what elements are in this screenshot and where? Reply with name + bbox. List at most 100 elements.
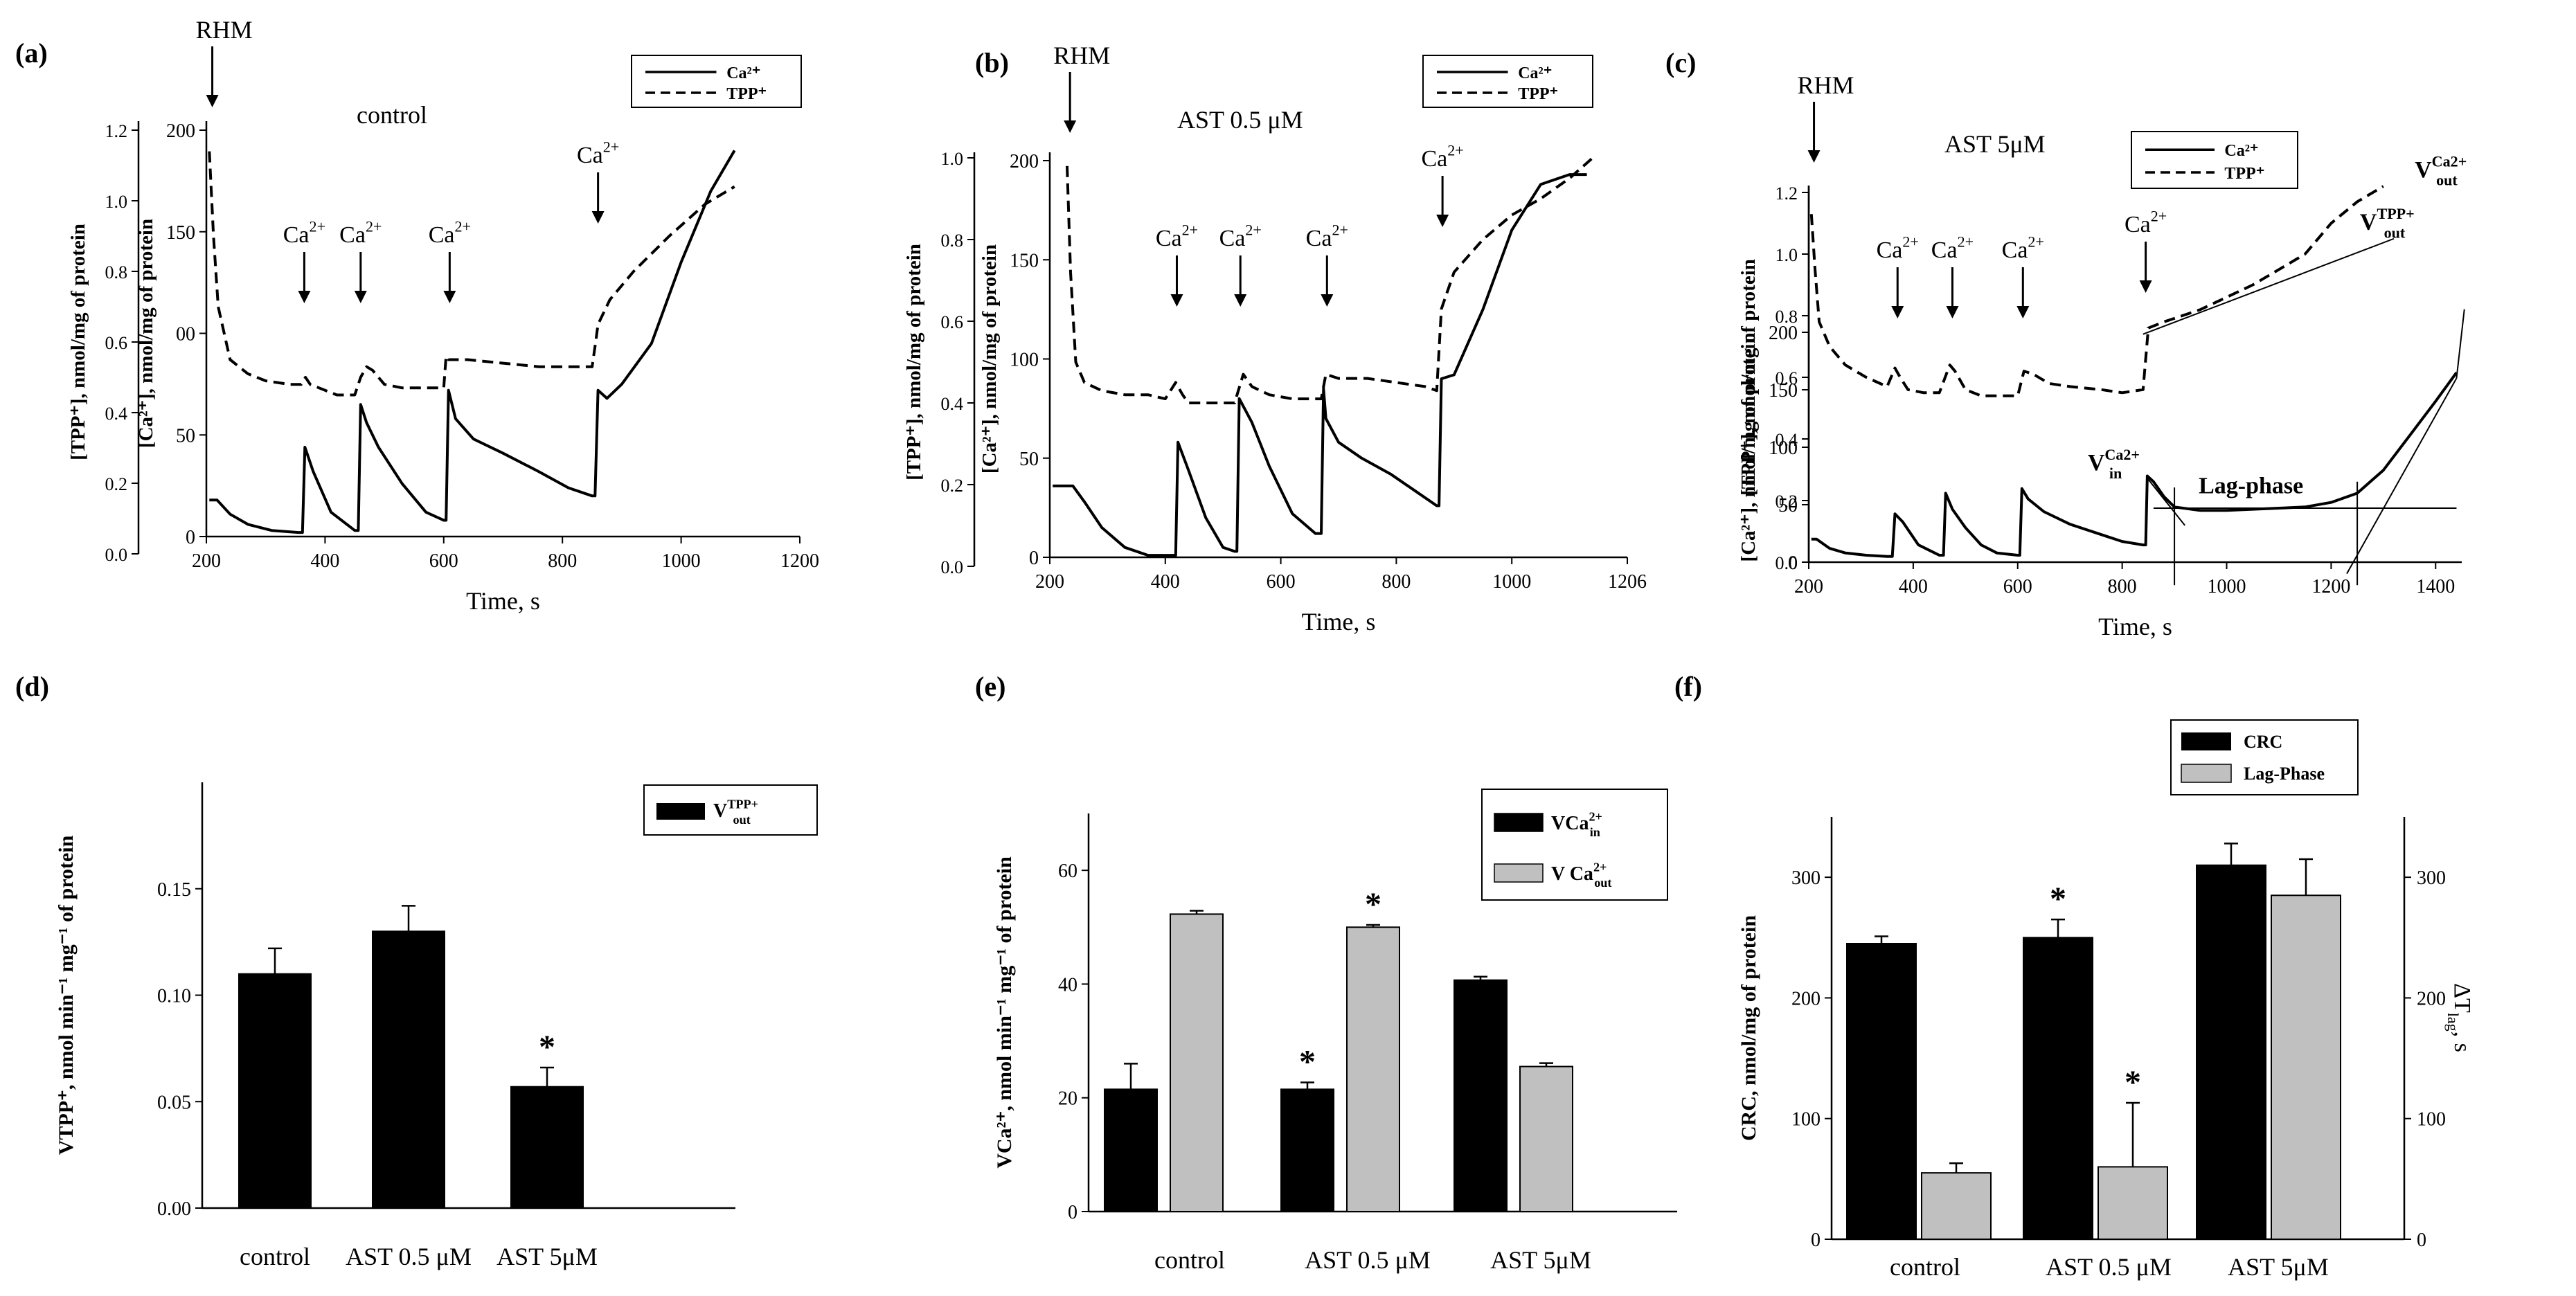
- right-y-tick-label: 100: [2417, 1109, 2446, 1131]
- v-tpp-out-tangent: [2143, 237, 2395, 335]
- y-tick-label: 0.10: [157, 986, 191, 1007]
- ca-addition-arrow-head: [354, 291, 367, 303]
- tpp-tick-label: 0.8: [105, 262, 128, 282]
- ca-addition-label: Ca2+: [577, 138, 619, 168]
- x-tick-label: 600: [2003, 576, 2032, 597]
- panel-label-c: (c): [1665, 47, 1696, 78]
- tpp-axis-title: [TPP⁺], nmol/mg of protein: [903, 244, 925, 480]
- y-tick-label: 0.05: [157, 1092, 191, 1113]
- tpp-tick-label: 0.0: [1776, 553, 1798, 573]
- category-label: AST 5μM: [2228, 1253, 2329, 1281]
- category-label: AST 5μM: [1490, 1246, 1591, 1274]
- bar: [2196, 864, 2266, 1240]
- y-tick-label: 200: [1791, 988, 1821, 1009]
- x-tick-label: 600: [429, 550, 458, 572]
- tpp-trace: [208, 151, 735, 397]
- ca-addition-label: Ca2+: [339, 218, 382, 248]
- ca-addition-label: Ca2+: [1219, 222, 1262, 251]
- tpp-tick-label: 0.6: [105, 333, 128, 353]
- x-tick-label: 1400: [2416, 576, 2455, 597]
- significance-star: *: [2125, 1064, 2141, 1101]
- chart-d: 0.00 0.05 0.10 0.15 control AST 0.5 μM AST 5μM…: [55, 782, 818, 1270]
- y-axis-title: VCa²⁺, nmol min⁻¹ mg⁻¹ of protein: [993, 856, 1016, 1169]
- rhm-label: RHM: [1053, 42, 1110, 69]
- legend-label: VTPP+ out: [713, 797, 758, 826]
- ca-addition-label: Ca2+: [1877, 233, 1919, 263]
- y-axis-title: VTPP⁺, nmol min⁻¹ mg⁻¹ of protein: [55, 835, 78, 1155]
- tpp-tick-label: 0.6: [941, 312, 964, 332]
- y-tick-label: 40: [1058, 974, 1077, 996]
- panel-label-e: (e): [975, 671, 1005, 702]
- x-tick-label: 200: [192, 550, 221, 572]
- x-tick-label: 1200: [780, 550, 819, 572]
- category-label: AST 5μM: [497, 1243, 598, 1270]
- category-label: control: [240, 1243, 310, 1270]
- tpp-tick-label: 0.4: [105, 404, 128, 424]
- ca-trace: [1811, 371, 2458, 558]
- significance-star: *: [1365, 886, 1381, 923]
- lag-phase-label: Lag-phase: [2199, 473, 2303, 498]
- v-ca-in-label: VCa2+ in: [2088, 446, 2140, 482]
- ca-tick-label: 150: [1010, 250, 1039, 271]
- tpp-tick-label: 0.8: [1776, 307, 1798, 327]
- ca-addition-arrow-head: [443, 291, 456, 303]
- x-tick-label: 1206: [1608, 571, 1647, 593]
- ca-addition-label: Ca2+: [2125, 208, 2167, 237]
- ca-tick-label: 0: [186, 527, 195, 548]
- ca-addition-label: Ca2+: [1931, 233, 1974, 263]
- ca-addition-arrow-head: [1170, 294, 1183, 307]
- ca-addition-label: Ca2+: [1156, 222, 1198, 251]
- v-ca-in-tangent: [2147, 478, 2185, 526]
- ca-tick-label: 0: [1788, 552, 1798, 574]
- ca-addition-arrow-head: [1946, 306, 1959, 318]
- v-ca-out-pointer: [2456, 309, 2465, 379]
- chart-f: 0 100 200 300 0 100 200 300 control * * AST 0.5 μM A…: [1737, 719, 2475, 1281]
- y-tick-label: 20: [1058, 1088, 1077, 1110]
- ca-addition-label: Ca2+: [1421, 142, 1463, 172]
- condition-label: AST 5μM: [1944, 130, 2046, 158]
- legend-label-tpp: TPP⁺: [2224, 165, 2264, 183]
- legend-label-tpp: TPP⁺: [1518, 85, 1558, 103]
- bar: [2023, 937, 2093, 1241]
- bar: [372, 930, 445, 1209]
- ca-addition-arrow-head: [2139, 280, 2152, 293]
- y-tick-label: 0: [1811, 1230, 1821, 1251]
- ca-addition-arrow-head: [1321, 294, 1334, 307]
- bar: [510, 1086, 584, 1209]
- ca-addition-label: Ca2+: [2002, 233, 2044, 263]
- y-tick-label: 300: [1791, 867, 1821, 889]
- bar: [1280, 1088, 1334, 1212]
- ca-axis-title: [Ca²⁺], nmol/mg of protein: [978, 244, 1001, 474]
- category-label: AST 0.5 μM: [346, 1243, 472, 1270]
- ca-addition-arrow-head: [298, 291, 311, 303]
- v-tpp-out-label: VTPP+ out: [2360, 205, 2415, 241]
- rhm-arrow-head: [1064, 120, 1077, 133]
- tpp-tick-label: 0.2: [1776, 492, 1798, 512]
- right-y-tick-label: 200: [2417, 988, 2446, 1009]
- x-tick-label: 400: [1899, 576, 1928, 597]
- tpp-tick-label: 0.0: [105, 545, 128, 565]
- tpp-tick-label: 1.2: [105, 121, 128, 141]
- rhm-label: RHM: [1798, 71, 1854, 99]
- bar: [1519, 1065, 1573, 1213]
- ca-tick-label: 150: [166, 222, 195, 244]
- legend-swatch-out: [1494, 863, 1544, 883]
- legend-box: [2131, 131, 2298, 189]
- ca-tick-label: 50: [1019, 449, 1039, 470]
- v-ca-out-tangent: [2346, 377, 2458, 575]
- x-tick-label: 1000: [2208, 576, 2246, 597]
- y-tick-label: 0.15: [157, 879, 191, 901]
- rhm-arrow-head: [206, 95, 219, 107]
- bar: [1921, 1172, 1992, 1240]
- ca-addition-label: Ca2+: [1306, 222, 1348, 251]
- x-tick-label: 800: [2108, 576, 2137, 597]
- chart-e: 0 20 40 60 control * * AST 0.5 μM AST 5μM VCa²⁺, …: [993, 789, 1677, 1274]
- x-tick-label: 1000: [662, 550, 701, 572]
- tpp-tick-label: 0.8: [941, 231, 964, 251]
- bar: [1846, 943, 1917, 1240]
- right-y-tick-label: 300: [2417, 867, 2446, 889]
- bar: [2098, 1166, 2168, 1241]
- x-axis-title: Time, s: [466, 587, 540, 615]
- ca-addition-arrow-head: [1891, 306, 1904, 318]
- panel-label-a: (a): [15, 37, 48, 69]
